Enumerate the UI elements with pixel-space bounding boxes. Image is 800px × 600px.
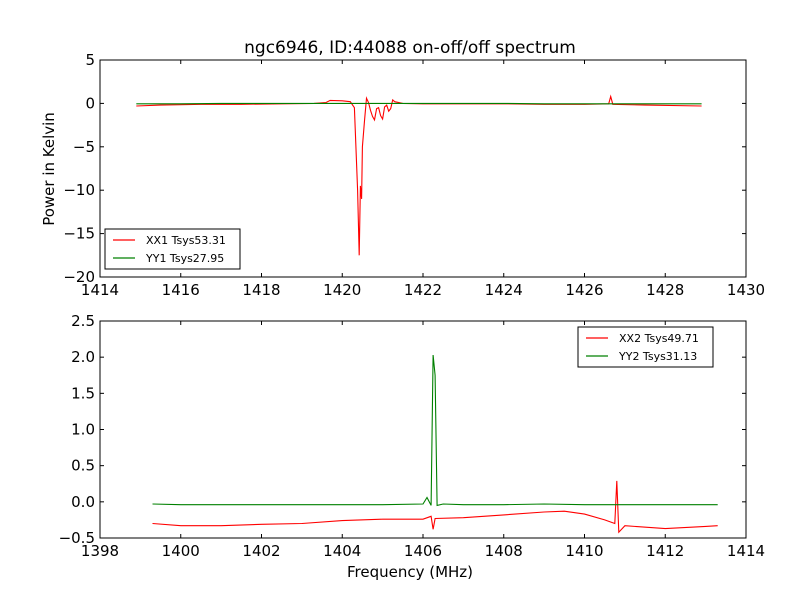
bottom-x-tick-label: 1402 <box>242 542 280 560</box>
top-y-tick-label: −15 <box>63 225 95 243</box>
top-y-tick-label: −5 <box>73 138 95 156</box>
bottom-x-tick-label: 1398 <box>81 542 119 560</box>
bottom-legend: XX2 Tsys49.71 YY2 Tsys31.13 <box>577 326 714 368</box>
bottom-legend-label-1: XX2 Tsys49.71 <box>619 332 699 345</box>
top-y-tick-label: −20 <box>63 268 95 286</box>
top-x-tick-label: 1416 <box>162 281 200 299</box>
top-legend: XX1 Tsys53.31 YY1 Tsys27.95 <box>104 228 241 270</box>
top-x-tick-label: 1428 <box>646 281 684 299</box>
bottom-series-line-2 <box>152 354 718 507</box>
top-panel: 1414 1416 1418 1420 1422 1424 1426 1428 1430 5 0 −5… <box>63 51 765 299</box>
bottom-x-tick-label: 1406 <box>404 542 442 560</box>
bottom-y-tick-label: 0.5 <box>71 457 95 475</box>
bottom-x-tick-label: 1404 <box>323 542 361 560</box>
top-x-tick-label: 1418 <box>242 281 280 299</box>
bottom-y-tick-label: 1.5 <box>71 384 95 402</box>
bottom-legend-label-2: YY2 Tsys31.13 <box>618 350 697 363</box>
top-legend-box <box>104 228 241 270</box>
bottom-y-tick-label: 1.0 <box>71 421 95 439</box>
top-x-tick-label: 1414 <box>81 281 119 299</box>
bottom-x-tick-label: 1414 <box>727 542 765 560</box>
top-x-tick-label: 1420 <box>323 281 361 299</box>
bottom-y-tick-label: −0.5 <box>59 529 95 547</box>
bottom-x-tick-label: 1408 <box>485 542 523 560</box>
top-x-tick-label: 1422 <box>404 281 442 299</box>
top-y-tick-label: 5 <box>85 51 95 69</box>
top-legend-label-1: XX1 Tsys53.31 <box>146 234 226 247</box>
top-x-tick-label: 1424 <box>485 281 523 299</box>
bottom-x-tick-label: 1412 <box>646 542 684 560</box>
top-y-tick-label: −10 <box>63 181 95 199</box>
bottom-series-line-1 <box>152 480 718 534</box>
top-y-tick-label: 0 <box>85 94 95 112</box>
top-x-tick-label: 1426 <box>565 281 603 299</box>
bottom-x-tick-label: 1410 <box>565 542 603 560</box>
bottom-y-tick-label: 0.0 <box>71 493 95 511</box>
bottom-panel: 1398 1400 1402 1404 1406 1408 1410 1412 1414 2.5 2… <box>59 312 766 560</box>
bottom-legend-box <box>577 326 714 368</box>
bottom-x-tick-label: 1400 <box>162 542 200 560</box>
top-legend-label-2: YY1 Tsys27.95 <box>145 252 224 265</box>
top-y-axis-label: Power in Kelvin <box>40 112 58 226</box>
bottom-x-axis-label: Frequency (MHz) <box>347 563 473 581</box>
top-x-tick-label: 1430 <box>727 281 765 299</box>
chart-title: ngc6946, ID:44088 on-off/off spectrum <box>244 38 576 58</box>
bottom-y-tick-label: 2.0 <box>71 348 95 366</box>
bottom-y-tick-label: 2.5 <box>71 312 95 330</box>
